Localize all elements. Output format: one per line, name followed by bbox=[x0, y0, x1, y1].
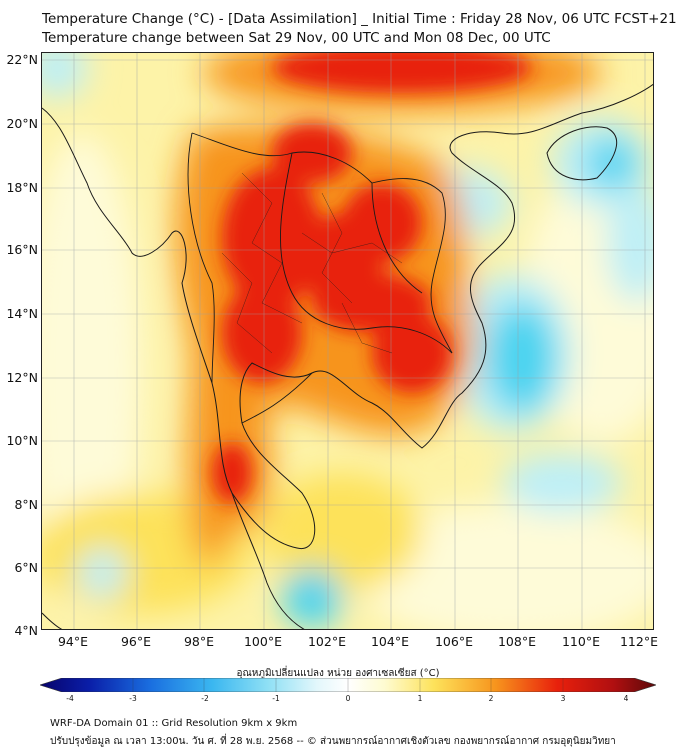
lon-label-108e: 108°E bbox=[497, 634, 536, 649]
country-borders bbox=[187, 132, 453, 424]
map-title: Temperature Change (°C) - [Data Assimila… bbox=[42, 10, 676, 48]
colorbar-tick-0: 0 bbox=[345, 694, 351, 703]
lon-label-102e: 102°E bbox=[307, 634, 346, 649]
colorbar bbox=[40, 678, 656, 692]
colorbar-tick-neg3: -3 bbox=[129, 694, 137, 703]
colorbar-tick-3: 3 bbox=[560, 694, 566, 703]
lat-label-20n: 20°N bbox=[6, 116, 38, 131]
province-borders bbox=[221, 172, 403, 354]
footer-model-info: WRF-DA Domain 01 :: Grid Resolution 9km … bbox=[50, 718, 298, 729]
lon-label-98e: 98°E bbox=[183, 634, 215, 649]
colorbar-title: อุณหภูมิเปลี่ยนแปลง หน่วย องศาเซลเซียส (… bbox=[236, 668, 440, 679]
colorbar-tick-4: 4 bbox=[623, 694, 629, 703]
lat-label-22n: 22°N bbox=[6, 52, 38, 67]
lon-label-110e: 110°E bbox=[561, 634, 600, 649]
lon-label-96e: 96°E bbox=[120, 634, 152, 649]
title-line-1: Temperature Change (°C) - [Data Assimila… bbox=[42, 11, 676, 27]
lat-label-16n: 16°N bbox=[6, 242, 38, 257]
temperature-map bbox=[42, 53, 653, 629]
coastlines bbox=[42, 83, 653, 629]
lat-label-8n: 8°N bbox=[14, 497, 38, 512]
colorbar-tick-neg1: -1 bbox=[272, 694, 280, 703]
gridlines bbox=[42, 53, 653, 629]
footer-credit: ปรับปรุงข้อมูล ณ เวลา 13:00น. วัน ศ. ที่… bbox=[50, 736, 616, 747]
lat-label-14n: 14°N bbox=[6, 306, 38, 321]
colorbar-tick-neg2: -2 bbox=[201, 694, 209, 703]
colorbar-tick-2: 2 bbox=[488, 694, 494, 703]
title-line-2: Temperature change between Sat 29 Nov, 0… bbox=[42, 30, 551, 46]
colorbar-tick-neg4: -4 bbox=[66, 694, 74, 703]
lat-label-18n: 18°N bbox=[6, 180, 38, 195]
lat-label-4n: 4°N bbox=[14, 623, 38, 638]
lon-label-100e: 100°E bbox=[243, 634, 282, 649]
lon-label-94e: 94°E bbox=[57, 634, 89, 649]
map-panel bbox=[41, 52, 654, 630]
colorbar-tick-1: 1 bbox=[417, 694, 423, 703]
lon-label-106e: 106°E bbox=[434, 634, 473, 649]
lat-label-12n: 12°N bbox=[6, 370, 38, 385]
lat-label-10n: 10°N bbox=[6, 433, 38, 448]
lon-label-112e: 112°E bbox=[619, 634, 658, 649]
lat-label-6n: 6°N bbox=[14, 560, 38, 575]
lon-label-104e: 104°E bbox=[370, 634, 409, 649]
